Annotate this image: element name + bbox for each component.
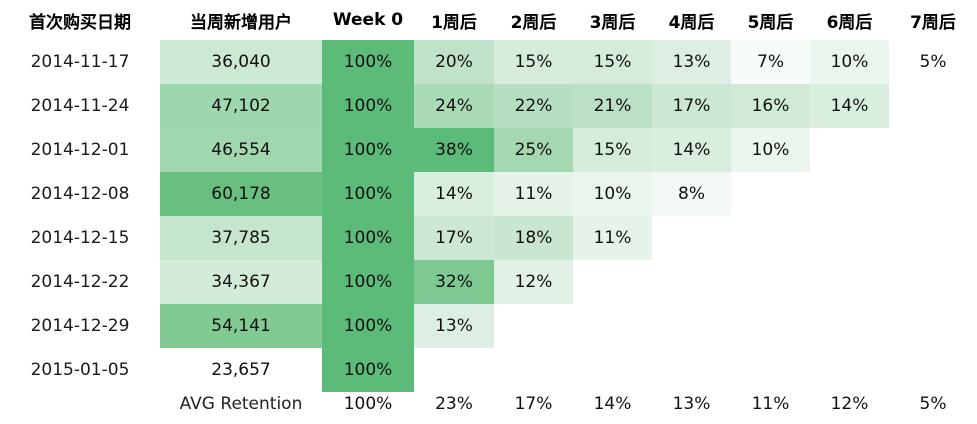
row-date: 2014-12-08 <box>30 184 130 204</box>
avg-retention-cell: 17% <box>514 394 553 414</box>
avg-retention-cell: 5% <box>919 394 947 414</box>
retention-cell: 8% <box>652 172 731 216</box>
header-cell: 2周后 <box>510 12 557 33</box>
retention-cell: 17% <box>652 84 731 128</box>
header-cell: 3周后 <box>589 12 636 33</box>
retention-cell: 21% <box>573 84 652 128</box>
avg-retention-cell: 23% <box>435 394 473 414</box>
row-date: 2014-12-01 <box>30 140 130 160</box>
retention-cell: 14% <box>652 128 731 172</box>
row-date: 2014-12-22 <box>30 272 130 292</box>
retention-cell: 13% <box>652 40 731 84</box>
retention-cell: 14% <box>414 172 494 216</box>
new-users-cell: 46,554 <box>160 128 322 172</box>
week0-cell: 100% <box>322 84 414 128</box>
new-users-cell: 54,141 <box>160 304 322 348</box>
retention-cell: 24% <box>414 84 494 128</box>
retention-cell: 12% <box>494 260 573 304</box>
week0-cell: 100% <box>322 128 414 172</box>
week0-cell: 100% <box>322 172 414 216</box>
header-cell: 4周后 <box>668 12 715 33</box>
header-cell: 当周新增用户 <box>190 12 292 33</box>
row-date: 2014-12-15 <box>30 228 130 248</box>
retention-cell: 7% <box>731 40 810 84</box>
new-users-cell: 36,040 <box>160 40 322 84</box>
avg-retention-cell: 12% <box>830 394 869 414</box>
avg-retention-cell: 14% <box>593 394 632 414</box>
week0-cell: 100% <box>322 40 414 84</box>
retention-cell: 38% <box>414 128 494 172</box>
week0-cell: 100% <box>322 348 414 392</box>
avg-retention-label: AVG Retention <box>179 394 303 414</box>
retention-cell: 15% <box>573 40 652 84</box>
retention-cell: 17% <box>414 216 494 260</box>
new-users-cell: 23,657 <box>160 348 322 392</box>
header-cell: 5周后 <box>747 12 794 33</box>
retention-cell: 16% <box>731 84 810 128</box>
retention-cell: 15% <box>494 40 573 84</box>
retention-cell: 11% <box>573 216 652 260</box>
avg-retention-cell: 11% <box>751 394 790 414</box>
retention-cell: 14% <box>810 84 889 128</box>
new-users-cell: 60,178 <box>160 172 322 216</box>
retention-cell: 5% <box>889 40 977 84</box>
header-cell: 首次购买日期 <box>29 12 131 33</box>
header-cell: 1周后 <box>431 12 477 33</box>
header-cell: 6周后 <box>826 12 873 33</box>
header-cell: Week 0 <box>332 10 404 30</box>
row-date: 2015-01-05 <box>30 360 130 380</box>
avg-retention-cell: 100% <box>343 394 393 414</box>
week0-cell: 100% <box>322 260 414 304</box>
retention-cell: 25% <box>494 128 573 172</box>
row-date: 2014-12-29 <box>30 316 130 336</box>
retention-cell: 22% <box>494 84 573 128</box>
header-cell: 7周后 <box>910 12 956 33</box>
retention-cell: 13% <box>414 304 494 348</box>
avg-retention-cell: 13% <box>672 394 711 414</box>
new-users-cell: 47,102 <box>160 84 322 128</box>
retention-cell: 32% <box>414 260 494 304</box>
week0-cell: 100% <box>322 216 414 260</box>
row-date: 2014-11-17 <box>30 52 130 72</box>
retention-cell: 10% <box>810 40 889 84</box>
new-users-cell: 37,785 <box>160 216 322 260</box>
week0-cell: 100% <box>322 304 414 348</box>
retention-cell: 20% <box>414 40 494 84</box>
retention-cell: 10% <box>573 172 652 216</box>
retention-cell: 18% <box>494 216 573 260</box>
new-users-cell: 34,367 <box>160 260 322 304</box>
retention-cell: 11% <box>494 172 573 216</box>
row-date: 2014-11-24 <box>30 96 130 116</box>
retention-cell: 15% <box>573 128 652 172</box>
retention-cell: 10% <box>731 128 810 172</box>
